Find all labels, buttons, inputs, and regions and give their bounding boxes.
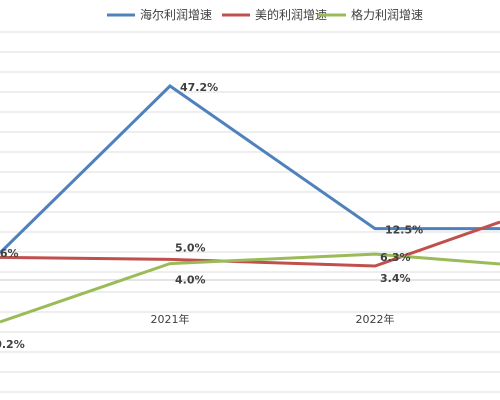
series-line [0,252,500,324]
data-labels: 6.6% 47.2% 12.5% 5.0% 3.4% -10.2% 4.0% 6.3% [0,81,423,351]
series-line [0,220,500,268]
legend: 海尔利润增速 美的利润增速 格力利润增速 [107,7,423,22]
x-axis: 2021年 2022年 [0,279,500,326]
data-label: 12.5% [385,224,423,237]
legend-label: 格力利润增速 [351,7,423,22]
series-line [0,84,500,254]
data-label: 6.3% [380,251,411,264]
x-tick-label: 2022年 [356,312,395,326]
data-label: -10.2% [0,338,25,351]
legend-label: 海尔利润增速 [140,7,212,22]
data-label: 5.0% [175,241,206,254]
gridlines [0,31,500,393]
data-label: 4.0% [175,274,206,287]
series-lines [0,84,500,324]
x-tick-label: 2021年 [151,312,190,326]
legend-label: 美的利润增速 [255,7,327,22]
data-label: 3.4% [380,272,411,285]
data-label: 47.2% [180,81,218,94]
data-label: 6.6% [0,247,19,260]
